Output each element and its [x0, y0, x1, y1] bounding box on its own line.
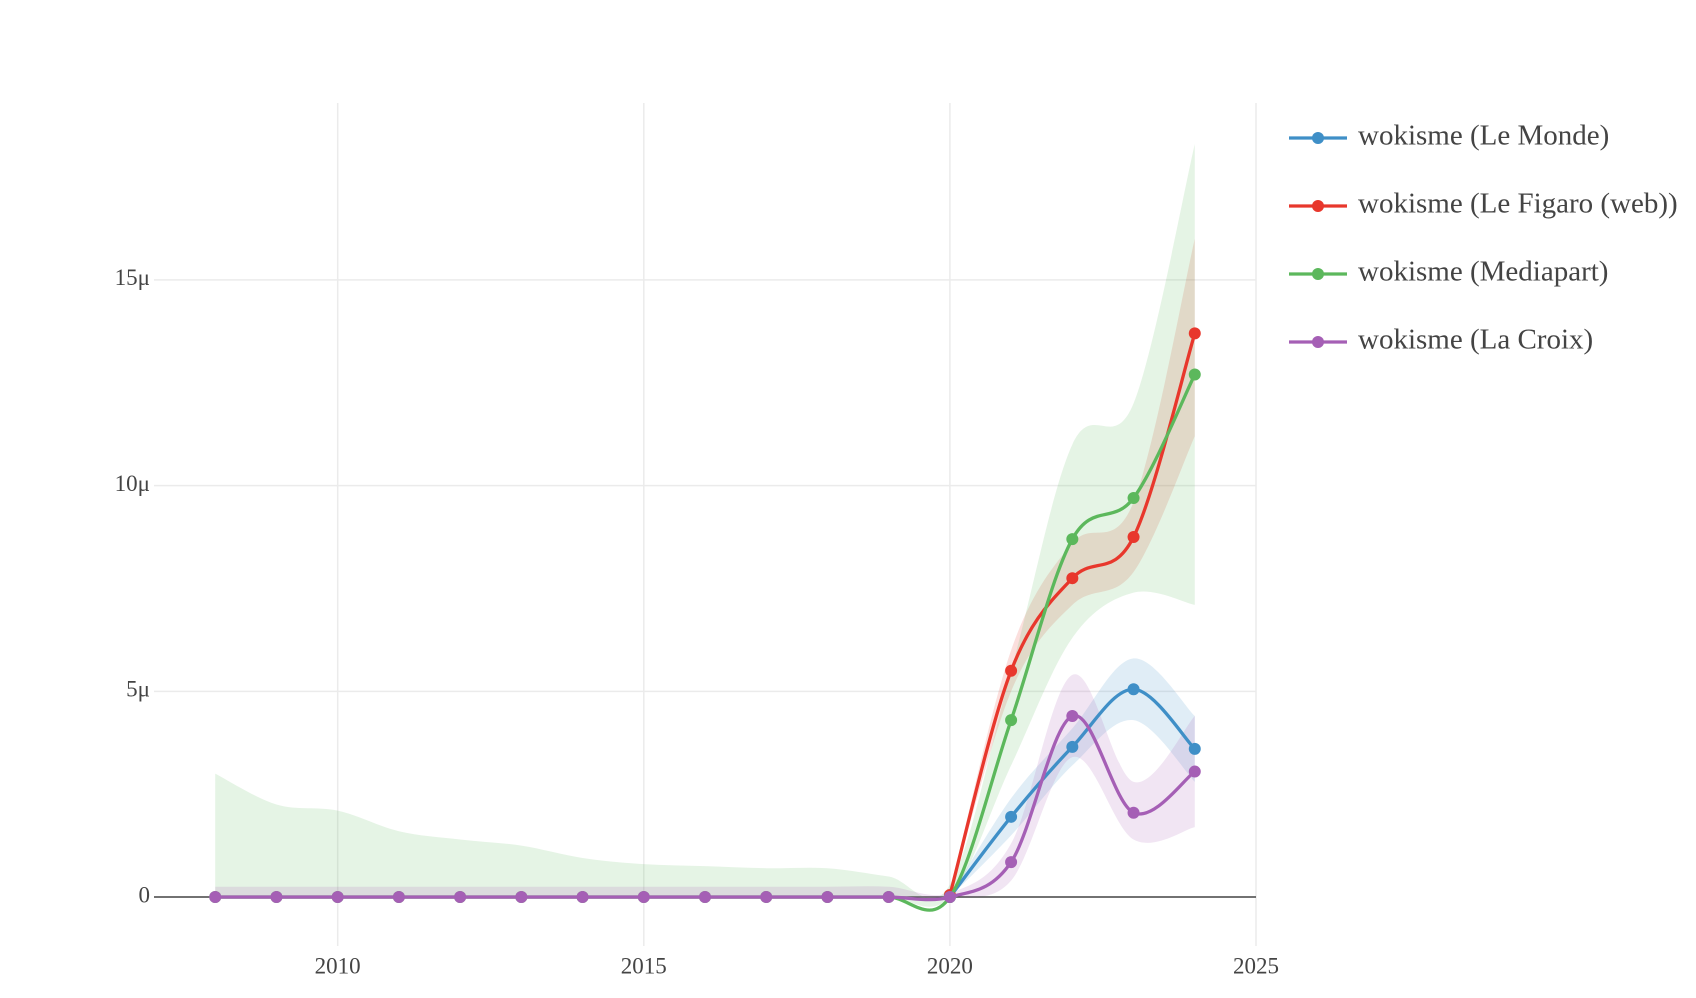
- data-point: [392, 891, 405, 904]
- data-point: [699, 891, 711, 904]
- data-point: [1005, 810, 1018, 823]
- data-point: [209, 891, 222, 904]
- legend-label: wokisme (Mediapart): [1358, 256, 1608, 288]
- data-point: [1188, 765, 1201, 778]
- legend-label: wokisme (Le Monde): [1358, 120, 1609, 152]
- data-point: [637, 891, 650, 904]
- data-point: [331, 891, 344, 904]
- y-tick-label: 5μ: [126, 677, 150, 702]
- x-tick-label: 2010: [315, 953, 361, 978]
- confidence-band: [949, 658, 1195, 898]
- y-tick-label: 10μ: [115, 471, 150, 496]
- data-point: [1005, 714, 1018, 727]
- data-point: [1127, 806, 1140, 819]
- data-point: [1066, 572, 1079, 585]
- data-point: [576, 891, 589, 904]
- x-tick-label: 2025: [1233, 953, 1279, 978]
- legend-marker: [1312, 268, 1324, 280]
- y-tick-label: 15μ: [115, 265, 150, 290]
- data-point: [1127, 491, 1140, 504]
- data-point: [1066, 740, 1079, 753]
- data-point: [1127, 683, 1140, 696]
- data-point: [1188, 742, 1201, 755]
- data-point: [1005, 856, 1018, 869]
- data-point: [1005, 664, 1018, 677]
- data-point: [760, 891, 773, 904]
- legend-marker: [1312, 132, 1324, 144]
- data-point: [821, 891, 834, 904]
- data-point: [1066, 710, 1079, 723]
- y-tick-label: 0: [139, 882, 151, 907]
- data-point: [882, 891, 895, 904]
- confidence-band: [949, 238, 1195, 898]
- legend-label: wokisme (La Croix): [1358, 324, 1593, 356]
- data-point: [270, 891, 283, 904]
- data-point: [1066, 533, 1079, 546]
- legend-marker: [1312, 200, 1324, 212]
- data-point: [515, 891, 528, 904]
- data-point: [454, 891, 467, 904]
- confidence-band: [215, 144, 1195, 907]
- data-point: [943, 891, 956, 904]
- x-tick-label: 2015: [621, 953, 667, 978]
- data-point: [1127, 531, 1140, 544]
- legend-label: wokisme (Le Figaro (web)): [1358, 188, 1678, 220]
- x-tick-label: 2020: [927, 953, 973, 978]
- legend-marker: [1312, 336, 1324, 348]
- data-point: [1188, 368, 1201, 381]
- data-point: [1188, 327, 1201, 340]
